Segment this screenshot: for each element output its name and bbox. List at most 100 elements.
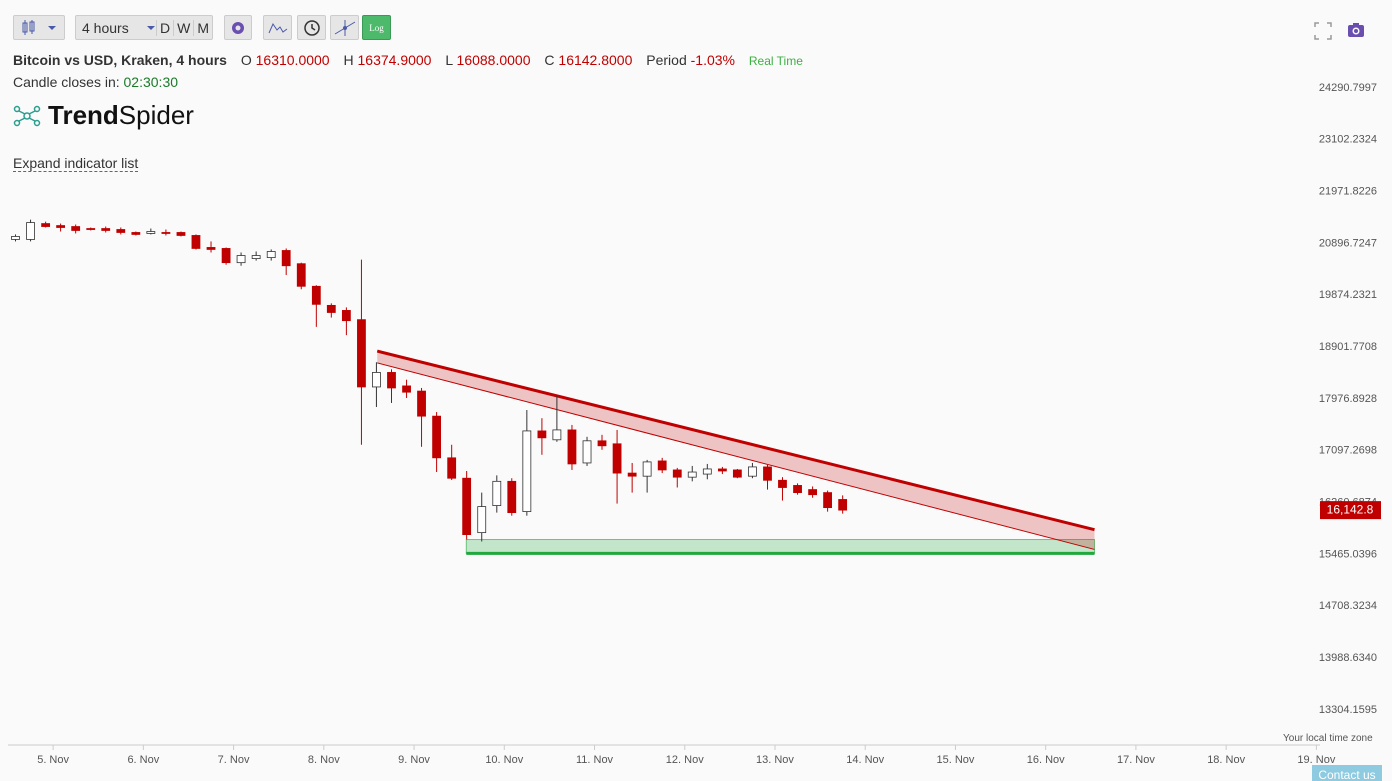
candle-body xyxy=(326,304,336,313)
realtime-label: Real Time xyxy=(748,54,803,68)
y-tick-label: 15465.0396 xyxy=(1319,548,1377,560)
candle-body xyxy=(778,479,787,488)
tool-button[interactable] xyxy=(263,15,292,40)
candle-body xyxy=(552,429,562,441)
candle-body xyxy=(236,255,246,264)
candle-body xyxy=(176,232,186,236)
candle-body xyxy=(627,472,637,477)
candle-body xyxy=(522,430,532,512)
x-tick-label: 12. Nov xyxy=(666,754,704,766)
y-tick-label: 14708.3234 xyxy=(1319,600,1377,612)
interval-group: 4 hours D W M xyxy=(75,15,213,40)
header-line: Bitcoin vs USD, Kraken, 4 hours O 16310.… xyxy=(13,52,803,68)
candle-body xyxy=(357,319,366,388)
draw-button[interactable] xyxy=(330,15,359,40)
candle-body xyxy=(251,255,261,259)
candle-body xyxy=(101,228,111,231)
countdown-label: Candle closes in: xyxy=(13,74,120,90)
candle-body xyxy=(146,231,156,234)
candle-body xyxy=(311,285,321,305)
y-tick-label: 24290.7997 xyxy=(1319,82,1377,94)
x-tick-label: 19. Nov xyxy=(1297,754,1335,766)
candle-body xyxy=(732,469,742,478)
logo: TrendSpider xyxy=(12,100,194,131)
y-tick-label: 18901.7708 xyxy=(1319,341,1377,353)
candle-body xyxy=(492,480,502,506)
icon xyxy=(22,19,56,35)
expand-link[interactable]: Expand indicator list xyxy=(13,155,139,172)
candle-body xyxy=(642,461,652,477)
log-button[interactable]: Log xyxy=(362,15,391,40)
candle-body xyxy=(266,251,276,258)
candle-body xyxy=(793,485,802,493)
countdown-value: 02:30:30 xyxy=(123,74,179,90)
candle-body xyxy=(372,372,381,388)
period-value: -1.03% xyxy=(690,52,735,68)
logo-text: Trend xyxy=(48,100,119,130)
clock-button[interactable] xyxy=(297,15,326,40)
last-price-tag xyxy=(1320,501,1381,520)
candle-body xyxy=(687,471,697,478)
ohlc-value: 16088.0000 xyxy=(456,52,531,68)
timezone-note: Your local time zone xyxy=(1283,733,1373,744)
candle-body xyxy=(206,247,216,250)
candle-body xyxy=(582,440,592,464)
period-button[interactable]: W xyxy=(173,19,193,36)
resistance-upper xyxy=(376,349,1095,532)
y-tick-label: 13304.1595 xyxy=(1319,704,1377,716)
support-zone xyxy=(465,539,1096,554)
logo-icon xyxy=(13,105,41,126)
ohlc-value: 16142.8000 xyxy=(558,52,633,68)
candle-body xyxy=(86,228,96,230)
fullscreen-icon[interactable] xyxy=(1314,22,1332,40)
logo-text: Spider xyxy=(118,100,194,130)
candle-body xyxy=(748,466,757,477)
icon xyxy=(268,22,287,33)
candle-body xyxy=(281,250,291,267)
candle-body xyxy=(402,385,411,393)
candle-body xyxy=(341,310,351,322)
candle-body xyxy=(131,232,141,235)
candle-body xyxy=(717,468,727,472)
ohlc-label: L xyxy=(445,52,453,68)
candle-body xyxy=(477,506,487,534)
candle-body xyxy=(763,466,772,481)
y-tick-label: 23102.2324 xyxy=(1319,134,1377,146)
countdown-line: Candle closes in: 02:30:30 xyxy=(13,74,178,90)
x-tick-label: 15. Nov xyxy=(936,754,974,766)
icon xyxy=(334,19,355,36)
interval-select[interactable]: 4 hours xyxy=(82,19,129,36)
x-tick-label: 16. Nov xyxy=(1027,754,1065,766)
candle-body xyxy=(447,457,457,479)
period-button[interactable]: M xyxy=(193,19,212,36)
x-tick-label: 11. Nov xyxy=(576,754,614,766)
y-tick-label: 21971.8226 xyxy=(1319,186,1377,198)
candle-body xyxy=(612,443,622,474)
candle-body xyxy=(221,248,231,264)
candle-body xyxy=(657,460,667,471)
candle-body xyxy=(26,222,35,240)
ohlc-value: 16310.0000 xyxy=(255,52,330,68)
candle-body xyxy=(41,223,51,227)
camera-icon[interactable] xyxy=(1347,22,1365,38)
candle-body xyxy=(567,429,577,465)
period-button[interactable]: D xyxy=(155,19,173,36)
candle-body xyxy=(672,469,682,478)
candle-body xyxy=(191,235,201,249)
icon xyxy=(232,21,244,34)
resistance-lower xyxy=(377,362,1095,550)
x-tick-label: 7. Nov xyxy=(218,754,250,766)
settings-button[interactable] xyxy=(224,15,252,40)
contact-button[interactable]: Contact us xyxy=(1312,765,1382,781)
candle-body xyxy=(296,263,306,287)
candle-body xyxy=(838,499,848,511)
candle-body xyxy=(507,480,517,514)
ohlc-label: O xyxy=(240,52,252,68)
candle-body xyxy=(387,372,396,389)
icon xyxy=(303,19,320,36)
candle-body xyxy=(808,489,818,496)
x-tick-label: 14. Nov xyxy=(846,754,884,766)
candle-body xyxy=(11,236,20,240)
chart-type-button[interactable] xyxy=(13,15,65,40)
